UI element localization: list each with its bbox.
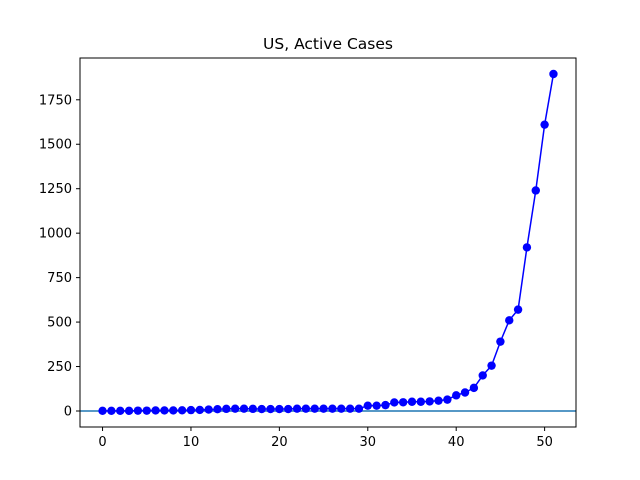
y-tick-label: 750: [47, 271, 72, 286]
data-point: [239, 404, 249, 413]
y-tick-label: 1000: [39, 227, 72, 242]
y-tick-label: 250: [47, 360, 72, 375]
y-tick-label: 1250: [39, 182, 72, 197]
data-point: [407, 397, 417, 406]
x-tick-label: 50: [536, 435, 553, 450]
data-point: [381, 400, 390, 410]
y-tick-label: 0: [64, 404, 72, 419]
data-point: [443, 395, 452, 404]
data-point: [549, 69, 558, 79]
data-point: [133, 406, 143, 415]
data-point: [363, 401, 372, 410]
y-tick-label: 1750: [39, 93, 72, 108]
data-point: [124, 406, 134, 416]
data-point: [257, 404, 266, 414]
y-tick-label: 1500: [39, 138, 72, 153]
data-point: [416, 397, 426, 406]
data-point: [513, 305, 523, 314]
chart-title: US, Active Cases: [263, 35, 393, 53]
data-point: [186, 405, 196, 415]
data-point: [204, 405, 213, 414]
data-point: [354, 404, 364, 413]
data-point: [169, 406, 178, 415]
axes-frame: [79, 57, 577, 428]
data-point: [398, 398, 408, 407]
data-point: [284, 404, 293, 414]
data-point: [310, 404, 319, 413]
data-point: [425, 397, 434, 406]
data-point: [292, 404, 302, 413]
data-point: [213, 405, 222, 414]
data-point: [230, 404, 240, 413]
data-point: [107, 406, 116, 416]
x-tick-label: 30: [360, 435, 377, 450]
data-point: [469, 383, 479, 393]
y-tick-label: 500: [47, 316, 72, 331]
series-line: [102, 73, 555, 412]
data-point: [328, 404, 337, 413]
x-tick-label: 20: [271, 435, 288, 450]
data-point: [98, 406, 107, 416]
data-point: [434, 396, 443, 405]
data-point: [487, 361, 496, 370]
x-tick-label: 10: [183, 435, 200, 450]
data-point: [337, 404, 346, 413]
data-point: [372, 401, 381, 410]
data-point: [275, 404, 284, 414]
x-tick-label: 40: [448, 435, 465, 450]
data-point: [151, 406, 160, 415]
x-tick-label: 0: [98, 435, 106, 450]
data-point: [460, 388, 470, 397]
data-point: [505, 316, 514, 325]
data-point: [319, 404, 328, 413]
data-point: [540, 120, 549, 129]
data-point: [177, 406, 187, 415]
data-point: [160, 406, 169, 415]
data-point: [390, 398, 399, 407]
data-point: [222, 404, 231, 414]
data-point: [116, 406, 125, 416]
data-point: [522, 243, 532, 252]
data-point: [478, 371, 487, 380]
data-point: [142, 406, 151, 415]
data-point: [496, 337, 505, 346]
data-point: [248, 404, 258, 414]
data-point: [451, 391, 461, 400]
data-point: [345, 404, 355, 413]
data-point: [531, 186, 540, 195]
data-point: [266, 404, 275, 414]
data-point: [195, 405, 205, 415]
data-point: [301, 404, 311, 413]
